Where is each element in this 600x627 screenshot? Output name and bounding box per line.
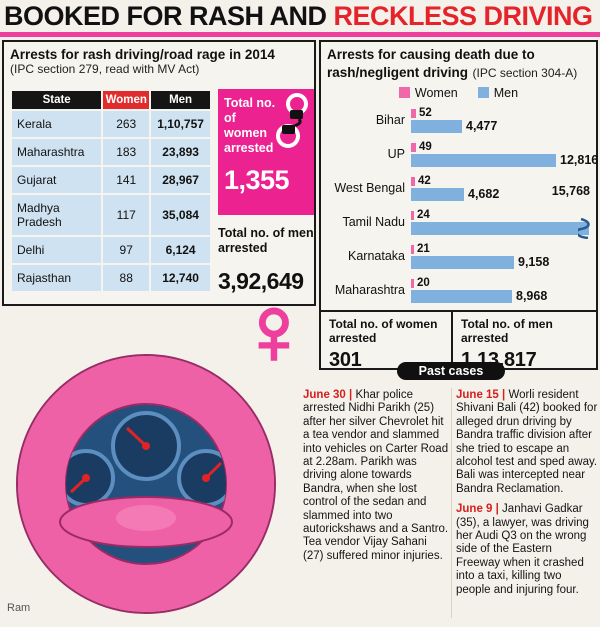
rash-driving-panel: Arrests for rash driving/road rage in 20… bbox=[2, 40, 316, 306]
women-value: 42 bbox=[418, 175, 431, 187]
women-value: 24 bbox=[417, 209, 430, 221]
bar-category-label: Karnataka bbox=[348, 249, 405, 263]
handcuffs-icon bbox=[276, 93, 308, 148]
men-value: 8,968 bbox=[516, 289, 548, 303]
men-bar bbox=[411, 153, 556, 167]
totals-women-value: 301 bbox=[329, 349, 362, 371]
table-row: Madhya Pradesh 117 35,084 bbox=[12, 195, 210, 235]
state-table: State Women Men Kerala 263 1,10,757 Maharasht… bbox=[10, 89, 212, 293]
bar-category-label: Maharashtra bbox=[334, 283, 405, 297]
men-arrested-total: Total no. of men arrested 3,92,649 bbox=[218, 226, 316, 295]
headline: BOOKED FOR RASH AND RECKLESS DRIVING bbox=[4, 1, 593, 32]
bar-row-bihar: Bihar 52 4,477 bbox=[327, 103, 590, 137]
women-swatch-icon bbox=[398, 87, 410, 98]
men-swatch-icon bbox=[477, 87, 489, 98]
stories-col-1: June 30 | Khar police arrested Nidhi Par… bbox=[303, 389, 449, 570]
right-panel-totals: Total no. of women arrested 301 Total no… bbox=[321, 310, 596, 371]
headline-black: BOOKED FOR RASH AND bbox=[4, 1, 334, 31]
bar-category-label: West Bengal bbox=[334, 181, 405, 195]
chart-legend: Women Men bbox=[327, 86, 590, 100]
women-value: 21 bbox=[417, 243, 430, 255]
totals-women-label: Total no. of women arrested bbox=[329, 317, 438, 345]
bar-row-tamil-nadu: Tamil Nadu 24 bbox=[327, 205, 590, 239]
men-bar bbox=[411, 119, 462, 133]
past-case-story: June 30 | Khar police arrested Nidhi Par… bbox=[303, 389, 449, 562]
men-value: 9,158 bbox=[518, 255, 550, 269]
women-arrested-label: Total no. of women arrested bbox=[224, 96, 276, 155]
men-bar bbox=[411, 255, 514, 269]
tamil-nadu-men-value: 15,768 bbox=[551, 184, 590, 198]
bar-chart: Bihar 52 4,477 UP 49 12,816 West Bengal 15,768 4… bbox=[327, 103, 599, 307]
past-case-story: June 9 | Janhavi Gadkar (35), a lawyer, … bbox=[456, 503, 589, 596]
table-row: Kerala 263 1,10,757 bbox=[12, 111, 210, 137]
bar-row-west-bengal: West Bengal 15,768 42 4,682 bbox=[327, 171, 590, 205]
women-bar bbox=[411, 244, 414, 254]
right-panel-subtitle: (IPC section 304-A) bbox=[472, 66, 578, 80]
left-panel-title: Arrests for rash driving/road rage in 20… bbox=[10, 47, 275, 62]
men-bar bbox=[411, 187, 464, 201]
bar-row-up: UP 49 12,816 bbox=[327, 137, 599, 171]
steering-wheel-illustration bbox=[16, 354, 276, 614]
totals-women-cell: Total no. of women arrested 301 bbox=[321, 312, 453, 371]
stories-col-2: June 15 | Worli resident Shivani Bali (4… bbox=[456, 389, 598, 604]
totals-men-cell: Total no. of men arrested 1,13,817 bbox=[453, 312, 596, 371]
women-bar bbox=[411, 176, 415, 186]
men-value: 12,816 bbox=[560, 153, 599, 167]
women-bar bbox=[411, 108, 416, 118]
bar-row-karnataka: Karnataka 21 9,158 bbox=[327, 239, 590, 273]
men-bar bbox=[411, 217, 590, 239]
story-date: June 9 | bbox=[456, 503, 503, 516]
state-table-header-row: State Women Men bbox=[12, 91, 210, 109]
negligent-driving-panel: Arrests for causing death due to rash/ne… bbox=[319, 40, 599, 371]
col-header-women: Women bbox=[103, 91, 150, 109]
women-value: 52 bbox=[419, 107, 432, 119]
totals-men-label: Total no. of men arrested bbox=[461, 317, 553, 345]
table-row: Gujarat 141 28,967 bbox=[12, 167, 210, 193]
legend-men: Men bbox=[477, 86, 519, 100]
right-panel-title: Arrests for causing death due to rash/ne… bbox=[327, 47, 535, 80]
bar-row-maharashtra: Maharashtra 20 8,968 bbox=[327, 273, 590, 307]
bar-category-label: Bihar bbox=[375, 113, 405, 127]
men-value: 4,477 bbox=[466, 119, 498, 133]
bar-category-label: Tamil Nadu bbox=[342, 215, 405, 229]
women-arrested-box: Total no. of women arrested 1,355 bbox=[218, 89, 314, 215]
headline-underline bbox=[0, 32, 600, 37]
women-bar bbox=[411, 142, 416, 152]
men-arrested-label: Total no. of men arrested bbox=[218, 226, 314, 255]
table-row: Rajasthan 88 12,740 bbox=[12, 265, 210, 291]
men-bar bbox=[411, 289, 512, 303]
past-cases-badge: Past cases bbox=[397, 362, 505, 380]
right-panel-heading: Arrests for causing death due to rash/ne… bbox=[327, 46, 590, 82]
bar-category-label: UP bbox=[387, 147, 405, 161]
women-bar bbox=[411, 210, 414, 220]
story-date: June 15 | bbox=[456, 389, 509, 401]
legend-men-label: Men bbox=[493, 86, 519, 100]
left-panel-subtitle: (IPC section 279, read with MV Act) bbox=[10, 62, 200, 76]
table-row: Maharashtra 183 23,893 bbox=[12, 139, 210, 165]
col-header-state: State bbox=[12, 91, 102, 109]
female-symbol-icon: ♀ bbox=[237, 277, 312, 384]
women-arrested-value: 1,355 bbox=[224, 165, 290, 195]
women-bar bbox=[411, 278, 414, 288]
col-header-men: Men bbox=[151, 91, 210, 109]
column-divider bbox=[451, 388, 452, 618]
headline-red: RECKLESS DRIVING bbox=[333, 1, 594, 31]
women-value: 20 bbox=[417, 277, 430, 289]
legend-women: Women bbox=[398, 86, 458, 100]
artist-signature: Ram bbox=[7, 602, 31, 614]
table-row: Delhi 97 6,124 bbox=[12, 237, 210, 263]
legend-women-label: Women bbox=[414, 86, 458, 100]
women-value: 49 bbox=[419, 141, 432, 153]
men-arrested-value: 3,92,649 bbox=[218, 268, 304, 294]
bar-break-squiggle-icon bbox=[578, 217, 590, 239]
past-case-story: June 15 | Worli resident Shivani Bali (4… bbox=[456, 389, 598, 495]
story-date: June 30 | bbox=[303, 389, 356, 401]
men-value: 4,682 bbox=[468, 187, 500, 201]
